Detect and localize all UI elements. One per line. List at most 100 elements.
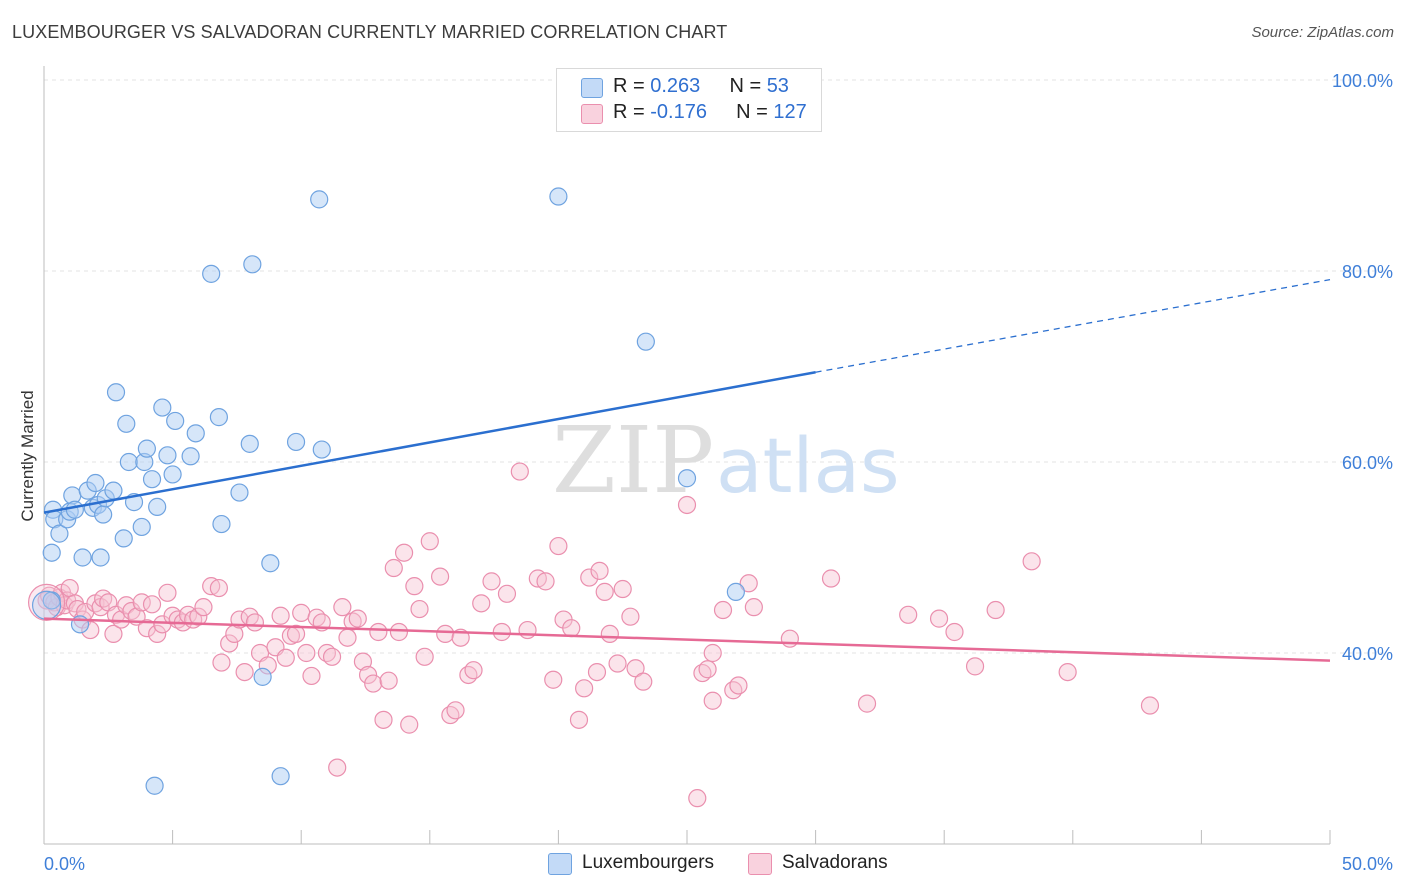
- data-point-salvadoran: [235, 662, 254, 682]
- data-point-salvadoran: [965, 657, 985, 676]
- data-point-salvadoran: [194, 598, 213, 617]
- data-point-luxembourger: [163, 465, 182, 484]
- data-point-salvadoran: [703, 643, 722, 663]
- data-point-salvadoran: [590, 561, 609, 580]
- data-point-salvadoran: [739, 574, 758, 593]
- grid-lines: [44, 79, 1392, 654]
- data-point-luxembourger: [677, 469, 697, 488]
- data-point-salvadoran: [549, 536, 568, 556]
- data-point-salvadoran: [158, 583, 177, 602]
- data-point-luxembourger: [153, 398, 172, 417]
- data-point-salvadoran: [899, 605, 918, 624]
- data-point-salvadoran: [698, 660, 717, 679]
- data-point-salvadoran: [464, 661, 483, 680]
- data-point-salvadoran: [436, 624, 455, 644]
- data-point-salvadoran: [209, 578, 228, 598]
- data-point-salvadoran: [343, 612, 362, 631]
- legend-r-label: R =: [613, 75, 651, 97]
- data-point-luxembourger: [253, 667, 272, 686]
- data-point-salvadoran: [1140, 696, 1160, 715]
- data-point-salvadoran: [394, 543, 414, 562]
- x-tick-label: 50.0%: [1342, 854, 1393, 874]
- trend-line-luxembourgers-extension: [815, 278, 1331, 373]
- data-point-salvadoran: [621, 607, 640, 626]
- data-point-salvadoran: [472, 594, 491, 613]
- data-point-luxembourger: [230, 483, 249, 502]
- data-point-salvadoran: [677, 495, 697, 515]
- data-point-salvadoran: [338, 628, 357, 647]
- legend-n-value: 53: [766, 75, 789, 97]
- data-point-salvadoran: [292, 603, 311, 622]
- correlation-legend: R = 0.263 N = 53 R = -0.176 N = 127: [556, 68, 822, 132]
- data-point-salvadoran: [364, 674, 383, 693]
- bottom-legend-swatch-blue: [548, 853, 572, 875]
- data-point-salvadoran: [703, 691, 722, 710]
- data-point-luxembourger: [91, 548, 110, 567]
- data-point-salvadoran: [60, 578, 79, 598]
- data-point-salvadoran: [189, 607, 208, 626]
- data-point-salvadoran: [634, 672, 653, 691]
- data-point-luxembourger: [106, 383, 126, 402]
- data-point-luxembourger: [243, 255, 262, 274]
- data-point-salvadoran: [626, 659, 645, 678]
- y-tick-label: 60.0%: [1342, 453, 1393, 473]
- watermark-atlas: atlas: [716, 421, 900, 510]
- data-point-salvadoran: [600, 624, 619, 644]
- data-point-luxembourger: [119, 452, 138, 472]
- tick-labels: 40.0% 60.0% 80.0% 100.0% 0.0% 50.0%: [44, 71, 1393, 874]
- data-point-salvadoran: [518, 620, 537, 640]
- data-point-salvadoran: [562, 619, 581, 638]
- data-point-salvadoran: [286, 624, 306, 644]
- data-point-salvadoran: [613, 579, 632, 599]
- legend-text: R = -0.176 N = 127: [613, 101, 807, 124]
- data-point-luxembourger: [209, 408, 228, 427]
- data-point-luxembourger: [286, 432, 306, 452]
- data-point-luxembourger: [117, 414, 136, 433]
- data-point-salvadoran: [353, 652, 373, 671]
- legend-n-label: N =: [736, 101, 774, 123]
- x-tick-label: 0.0%: [44, 854, 85, 874]
- data-point-salvadoran: [117, 596, 136, 615]
- data-point-salvadoran: [580, 568, 599, 587]
- data-point-salvadoran: [595, 582, 614, 601]
- data-point-salvadoran: [148, 624, 167, 644]
- data-point-salvadoran: [986, 600, 1005, 620]
- data-point-salvadoran: [400, 715, 419, 734]
- data-point-salvadoran: [744, 598, 763, 617]
- data-point-luxembourger: [50, 524, 69, 543]
- data-point-salvadoran: [410, 599, 429, 619]
- data-point-salvadoran: [348, 609, 367, 628]
- data-point-luxembourger: [73, 548, 92, 567]
- data-point-salvadoran: [374, 710, 393, 729]
- data-point-salvadoran: [1022, 552, 1041, 571]
- data-point-salvadoran: [1058, 662, 1077, 682]
- data-point-salvadoran: [245, 613, 265, 632]
- data-point-salvadoran: [212, 653, 231, 672]
- legend-swatch-pink: [581, 104, 603, 124]
- data-point-luxembourger: [310, 190, 329, 209]
- data-point-salvadoran: [220, 634, 239, 653]
- bottom-legend-label: Salvadorans: [782, 852, 888, 873]
- data-point-salvadoran: [415, 647, 434, 666]
- data-point-luxembourger: [65, 500, 84, 519]
- data-point-salvadoran: [420, 532, 439, 551]
- data-point-luxembourger-cluster: [31, 590, 62, 620]
- data-point-luxembourger: [181, 447, 200, 466]
- data-point-luxembourger: [212, 514, 231, 534]
- data-point-salvadoran: [587, 662, 607, 682]
- bottom-legend-label: Luxembourgers: [582, 852, 715, 873]
- data-point-salvadoran: [302, 666, 321, 686]
- data-point-luxembourger: [42, 543, 61, 562]
- data-point-salvadoran: [384, 558, 403, 578]
- source-label: Source: ZipAtlas.com: [1251, 24, 1394, 41]
- trend-line-salvadorans: [43, 617, 1331, 662]
- bottom-legend-swatch-pink: [748, 853, 772, 875]
- data-point-salvadoran: [497, 584, 517, 603]
- data-point-luxembourger: [132, 517, 151, 537]
- chart-title: LUXEMBOURGER VS SALVADORAN CURRENTLY MAR…: [12, 22, 728, 42]
- data-point-luxembourger: [148, 497, 167, 516]
- data-point-salvadoran: [104, 624, 123, 644]
- data-point-luxembourger: [636, 332, 655, 351]
- data-point-luxembourger: [166, 411, 185, 431]
